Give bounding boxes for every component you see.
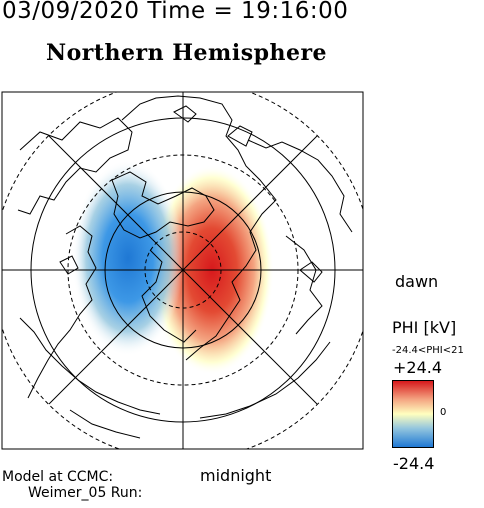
- colorbar: [392, 380, 434, 448]
- colorbar-max-label: +24.4: [393, 358, 443, 377]
- colorbar-quantity-label: PHI [kV]: [392, 318, 457, 337]
- midnight-label: midnight: [200, 466, 272, 485]
- run-label: Weimer_05 Run:: [28, 485, 143, 501]
- colorbar-min-label: -24.4: [393, 454, 435, 473]
- model-label: Model at CCMC:: [2, 469, 114, 485]
- date-time-header: 03/09/2020 Time = 19:16:00: [2, 0, 349, 24]
- plot-title: Northern Hemisphere: [46, 40, 328, 66]
- colorbar-zero-label: 0: [440, 407, 447, 418]
- dawn-label: dawn: [395, 272, 439, 291]
- meridian-lines: [2, 92, 363, 449]
- colorbar-range-label: -24.4<PHI<21: [392, 345, 464, 356]
- negative-potential-cell: [72, 160, 184, 356]
- coastlines: [17, 95, 353, 439]
